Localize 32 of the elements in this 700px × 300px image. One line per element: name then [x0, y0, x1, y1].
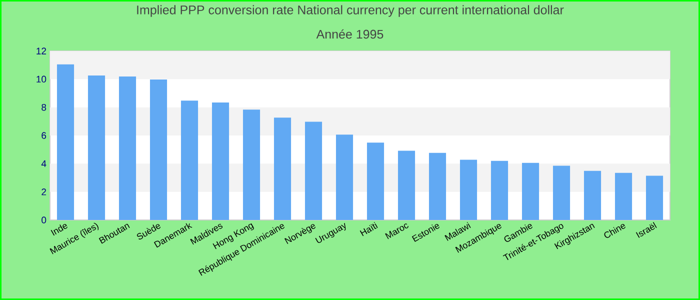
x-tick-label: Chine — [604, 224, 626, 238]
y-tick-label: 6 — [42, 132, 46, 139]
bar — [56, 64, 74, 220]
y-tick-label: 10 — [36, 76, 46, 83]
bar — [150, 79, 168, 220]
x-tick-label: Inde — [50, 224, 68, 236]
bar — [398, 150, 416, 220]
x-tick-label: Haïti — [360, 222, 378, 236]
bar — [242, 110, 260, 220]
bar — [428, 152, 446, 220]
y-tick-label: 8 — [42, 104, 46, 111]
bar — [118, 76, 136, 220]
bar — [180, 100, 198, 220]
bar — [490, 160, 508, 220]
bar — [460, 160, 478, 220]
bar — [522, 162, 540, 220]
bar — [88, 76, 106, 220]
y-tick-label: 12 — [36, 48, 46, 54]
y-tick-label: 4 — [41, 160, 46, 167]
bar — [274, 118, 292, 220]
chart-subtitle: Année 1995 — [316, 29, 384, 39]
bar — [646, 176, 664, 220]
bar — [304, 122, 322, 220]
y-tick-label: 0 — [42, 216, 46, 224]
y-tick-label: 2 — [42, 188, 46, 196]
bar — [584, 170, 602, 220]
bar — [614, 172, 632, 220]
bar — [366, 142, 384, 220]
bar — [336, 134, 354, 220]
chart-title: Implied PPP conversion rate National currency per current international dollar — [137, 5, 564, 17]
bar — [552, 166, 570, 220]
bar — [212, 102, 230, 220]
